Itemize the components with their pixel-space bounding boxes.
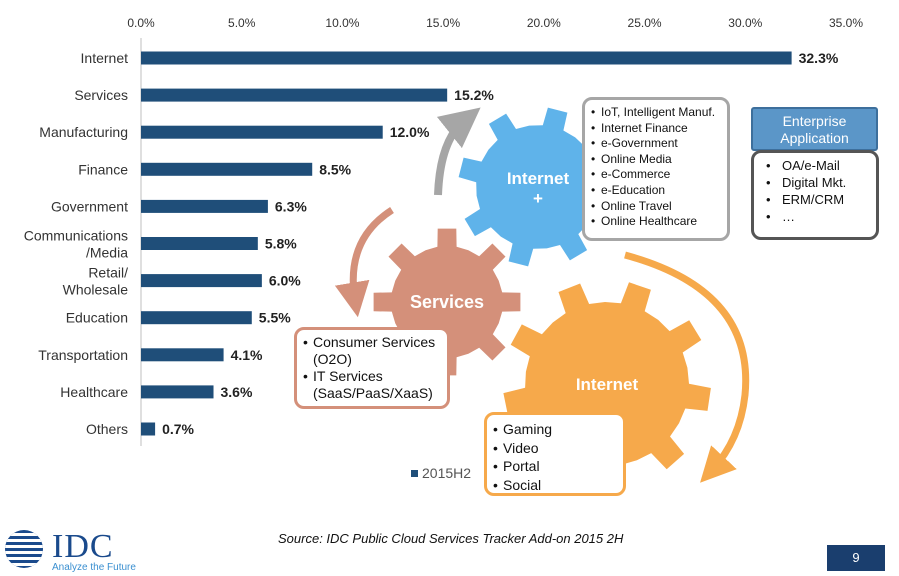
category-label: Education (66, 310, 128, 326)
list-item: Digital Mkt. (766, 174, 870, 191)
bar (141, 385, 214, 399)
list-item: Social (493, 476, 617, 495)
bar-chart: 0.0% 5.0% 10.0% 15.0% 20.0% 25.0% 30.0% 35.0% In… (24, 16, 863, 446)
category-label: Internet (81, 50, 129, 66)
enterprise-application-header: Enterprise Application (751, 107, 878, 151)
x-tick-label: 10.0% (325, 16, 359, 30)
services-list-box: Consumer Services (O2O)IT Services (SaaS… (294, 327, 450, 409)
source-note: Source: IDC Public Cloud Services Tracke… (278, 531, 624, 546)
list-item: … (766, 208, 870, 225)
bar (141, 162, 313, 176)
x-tick-label: 25.0% (628, 16, 662, 30)
internet-plus-list-box: IoT, Intelligent Manuf.Internet Financee… (582, 97, 730, 241)
bar (141, 125, 383, 139)
arrow-internet-to-services (334, 207, 394, 318)
bar (141, 51, 792, 65)
bar (141, 237, 258, 250)
category-label: Others (86, 421, 128, 437)
legend-entry: 2015H2 (422, 465, 471, 481)
data-label: 8.5% (319, 161, 351, 177)
data-label: 4.1% (231, 347, 263, 363)
data-label: 6.0% (269, 273, 301, 289)
cycle-arrows (334, 107, 750, 483)
bar (141, 88, 448, 102)
data-label: 3.6% (221, 384, 253, 400)
list-item: Gaming (493, 420, 617, 439)
enterprise-list-box: OA/e-MailDigital Mkt.ERM/CRM… (751, 150, 879, 240)
category-label: Healthcare (60, 384, 128, 400)
list-item: e-Commerce (591, 167, 721, 183)
list-item: OA/e-Mail (766, 157, 870, 174)
list-item: e-Government (591, 136, 721, 152)
legend: 2015H2 (411, 465, 471, 481)
logo-text: IDC (52, 528, 114, 565)
list-item: Video (493, 439, 617, 458)
bar (141, 274, 262, 288)
list-item: Online Travel (591, 199, 721, 215)
page-number: 9 (827, 545, 885, 571)
data-label: 12.0% (390, 124, 430, 140)
logo-tagline: Analyze the Future (52, 562, 136, 573)
bar (141, 311, 252, 325)
category-label: Retail/Wholesale (63, 265, 129, 298)
bar (141, 199, 268, 213)
list-item: Internet Finance (591, 121, 721, 137)
arrow-internet-plus-to-internet (624, 251, 750, 483)
category-label: Services (74, 87, 128, 103)
gear-label: Internet + (507, 169, 570, 208)
x-tick-label: 5.0% (228, 16, 256, 30)
gear-internet-plus: Internet + (458, 107, 618, 267)
data-label: 15.2% (454, 87, 494, 103)
arrow-services-to-internet-plus (434, 107, 481, 196)
gear-shape (458, 107, 618, 267)
x-tick-label: 35.0% (829, 16, 863, 30)
data-label: 32.3% (799, 50, 839, 66)
internet-list-box: GamingVideoPortalSocial (484, 412, 626, 496)
gear-label: Services (410, 292, 484, 312)
list-item: Consumer Services (O2O) (303, 334, 441, 368)
data-label: 5.8% (265, 236, 297, 252)
category-label: Manufacturing (39, 124, 128, 140)
globe-icon (5, 530, 43, 568)
list-item: Online Media (591, 152, 721, 168)
bar (141, 422, 156, 436)
x-tick-label: 30.0% (728, 16, 762, 30)
category-label: Communications/Media (24, 228, 128, 261)
enterprise-list: OA/e-MailDigital Mkt.ERM/CRM… (766, 157, 870, 225)
list-item: ERM/CRM (766, 191, 870, 208)
bar (141, 348, 224, 362)
list-item: Online Healthcare (591, 214, 721, 230)
list-item: IT Services (SaaS/PaaS/XaaS) (303, 368, 441, 402)
category-label: Finance (78, 161, 128, 177)
x-tick-label: 20.0% (527, 16, 561, 30)
services-list: Consumer Services (O2O)IT Services (SaaS… (303, 334, 441, 402)
data-label: 0.7% (162, 421, 194, 437)
list-item: Portal (493, 457, 617, 476)
list-item: e-Education (591, 183, 721, 199)
internet-plus-list: IoT, Intelligent Manuf.Internet Financee… (591, 105, 721, 230)
legend-swatch (411, 470, 418, 477)
idc-logo: IDC Analyze the Future (0, 528, 150, 573)
category-label: Transportation (38, 347, 128, 363)
x-tick-label: 15.0% (426, 16, 460, 30)
gear-label: Internet (576, 375, 639, 394)
x-tick-label: 0.0% (127, 16, 155, 30)
category-label: Government (51, 198, 128, 214)
internet-list: GamingVideoPortalSocial (493, 420, 617, 494)
data-label: 5.5% (259, 310, 291, 326)
data-label: 6.3% (275, 198, 307, 214)
list-item: IoT, Intelligent Manuf. (591, 105, 721, 121)
